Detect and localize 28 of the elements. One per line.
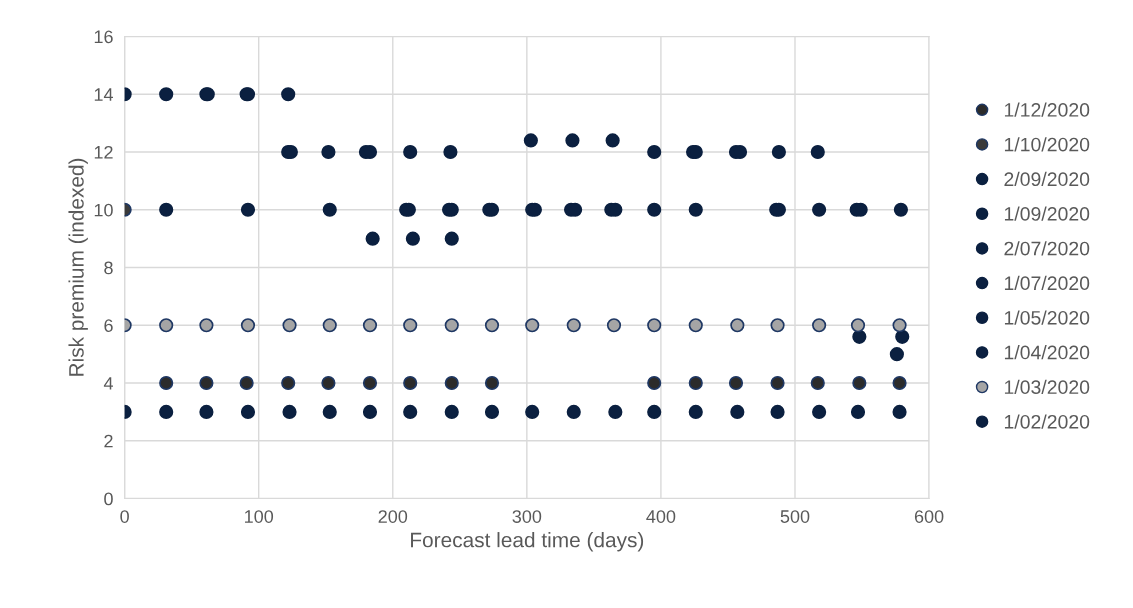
y-tick-label: 2: [104, 434, 113, 448]
y-tick-label: 16: [94, 30, 113, 44]
legend-label: 1/12/2020: [1004, 102, 1090, 117]
legend-label: 1/07/2020: [1004, 275, 1090, 291]
y-tick-label: 6: [104, 319, 113, 332]
y-tick-label: 8: [104, 261, 113, 275]
y-axis-title: Risk premium (indexed): [68, 158, 88, 376]
x-axis-title: Forecast lead time (days): [411, 532, 644, 552]
legend-label: 1/03/2020: [1004, 379, 1090, 395]
x-tick-label: 100: [245, 510, 274, 523]
legend-label: 1/09/2020: [1004, 206, 1090, 221]
legend-label: 1/04/2020: [1004, 345, 1090, 360]
x-tick-label: 600: [914, 510, 944, 523]
x-tick-label: 0: [120, 510, 129, 523]
legend-label: 1/02/2020: [1004, 414, 1090, 429]
legend-label: 2/07/2020: [1004, 241, 1090, 256]
legend-label: 2/09/2020: [1004, 171, 1090, 187]
y-tick-label: 10: [94, 203, 113, 217]
x-tick-label: 500: [780, 510, 810, 523]
legend-label: 1/10/2020: [1004, 137, 1090, 152]
y-tick-label: 0: [104, 492, 113, 506]
y-tick-label: 14: [94, 88, 113, 101]
y-tick-label: 4: [103, 377, 113, 390]
x-tick-label: 300: [512, 510, 542, 523]
x-tick-label: 400: [646, 510, 676, 523]
y-tick-label: 12: [94, 145, 113, 159]
legend-label: 1/05/2020: [1004, 310, 1090, 325]
x-tick-label: 200: [378, 510, 408, 523]
